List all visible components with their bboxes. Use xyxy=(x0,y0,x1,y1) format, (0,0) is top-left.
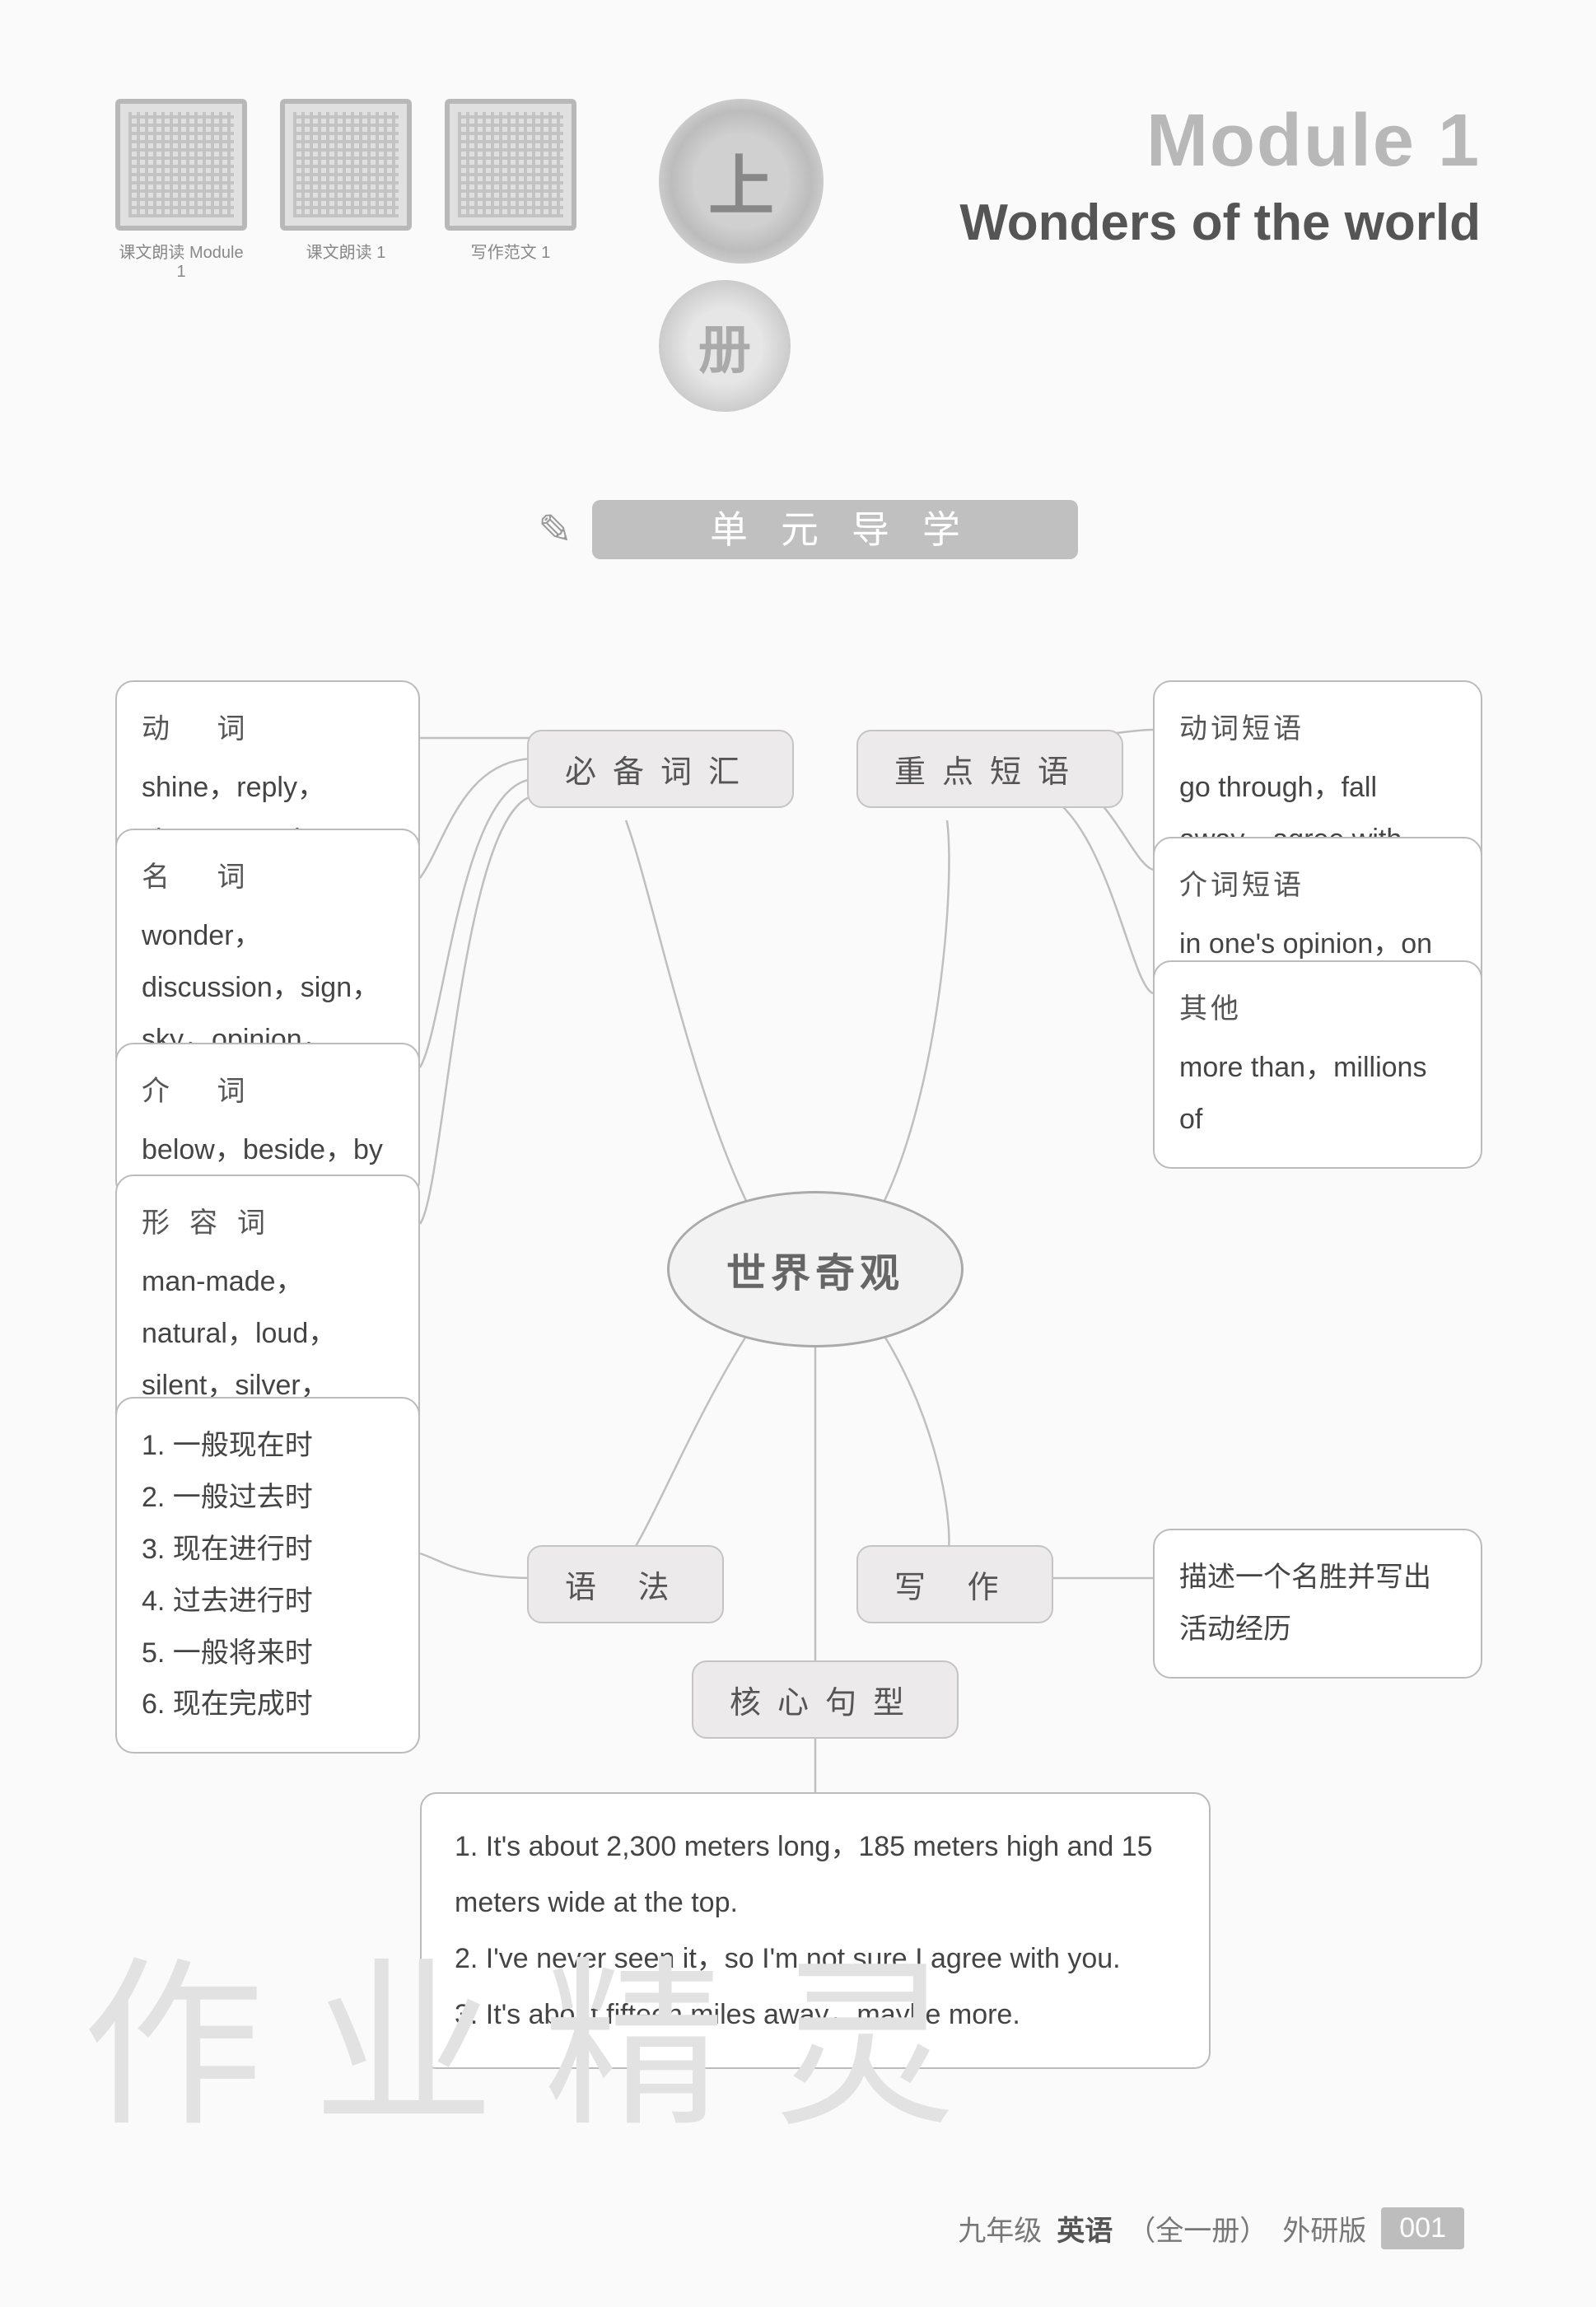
section-banner: ✎ 单元导学 xyxy=(518,494,1078,565)
volume-char-1: 上 xyxy=(659,99,824,264)
tense-item: 1. 一般现在时 xyxy=(142,1420,394,1472)
box-text: 描述一个名胜并写出活动经历 xyxy=(1179,1552,1456,1656)
hub-grammar: 语 法 xyxy=(527,1545,724,1623)
module-title: Module 1 xyxy=(906,99,1481,184)
hub-sentences: 核心句型 xyxy=(692,1660,959,1739)
banner-icon: ✎ xyxy=(518,497,592,563)
box-text: more than，millions of xyxy=(1179,1042,1456,1146)
qr-item: 写作范文 1 xyxy=(445,99,576,282)
tense-item: 5. 一般将来时 xyxy=(142,1628,394,1679)
qr-item: 课文朗读 Module 1 xyxy=(115,99,247,282)
qr-label: 课文朗读 1 xyxy=(280,239,412,263)
qr-label: 写作范文 1 xyxy=(445,239,576,263)
page-footer: 九年级 英语 （全一册） 外研版 001 xyxy=(958,2207,1464,2249)
footer-subject: 英语 xyxy=(1057,2208,1113,2249)
tense-item: 4. 过去进行时 xyxy=(142,1576,394,1628)
tense-item: 3. 现在进行时 xyxy=(142,1524,394,1576)
volume-badge: 上 册 xyxy=(609,99,873,412)
qr-label: 课文朗读 Module 1 xyxy=(115,239,247,282)
footer-grade: 九年级 xyxy=(958,2208,1042,2249)
box-label: 动 词 xyxy=(142,703,394,755)
hub-writing: 写 作 xyxy=(856,1545,1053,1623)
box-label: 其他 xyxy=(1179,983,1456,1035)
tense-item: 6. 现在完成时 xyxy=(142,1679,394,1730)
qr-code-icon xyxy=(280,99,412,231)
module-subtitle: Wonders of the world xyxy=(906,194,1481,252)
qr-code-icon xyxy=(445,99,576,231)
box-sentences: 1. It's about 2,300 meters long，185 mete… xyxy=(420,1792,1211,2069)
hub-vocab: 必备词汇 xyxy=(527,730,794,808)
box-label: 介词短语 xyxy=(1179,860,1456,912)
box-label: 动词短语 xyxy=(1179,703,1456,755)
box-tenses: 1. 一般现在时 2. 一般过去时 3. 现在进行时 4. 过去进行时 5. 一… xyxy=(115,1397,420,1754)
box-text: below，beside，by xyxy=(142,1124,394,1176)
box-other-phrases: 其他 more than，millions of xyxy=(1153,960,1482,1169)
tense-item: 2. 一般过去时 xyxy=(142,1472,394,1524)
module-header: Module 1 Wonders of the world xyxy=(906,99,1481,252)
box-label: 介 词 xyxy=(142,1066,394,1118)
qr-code-icon xyxy=(115,99,247,231)
box-label: 形容词 xyxy=(142,1198,394,1249)
hub-phrases: 重点短语 xyxy=(856,730,1123,808)
qr-code-row: 课文朗读 Module 1 课文朗读 1 写作范文 1 xyxy=(115,99,576,282)
box-writing-desc: 描述一个名胜并写出活动经历 xyxy=(1153,1529,1482,1679)
banner-title: 单元导学 xyxy=(592,500,1078,559)
center-topic: 世界奇观 xyxy=(667,1191,964,1347)
qr-item: 课文朗读 1 xyxy=(280,99,412,282)
volume-char-2: 册 xyxy=(659,280,791,412)
box-label: 名 词 xyxy=(142,852,394,904)
footer-page: 001 xyxy=(1381,2207,1464,2249)
mind-map: 动 词 shine，reply，clear，remain 名 词 wonder，… xyxy=(115,680,1481,2081)
sentence-item: 1. It's about 2,300 meters long，185 mete… xyxy=(455,1819,1176,1931)
footer-edition: 外研版 xyxy=(1282,2208,1366,2249)
footer-book: （全一册） xyxy=(1127,2208,1267,2249)
sentence-item: 3. It's about fifteen miles away，maybe m… xyxy=(455,1987,1176,2043)
sentence-item: 2. I've never seen it，so I'm not sure I … xyxy=(455,1931,1176,1987)
